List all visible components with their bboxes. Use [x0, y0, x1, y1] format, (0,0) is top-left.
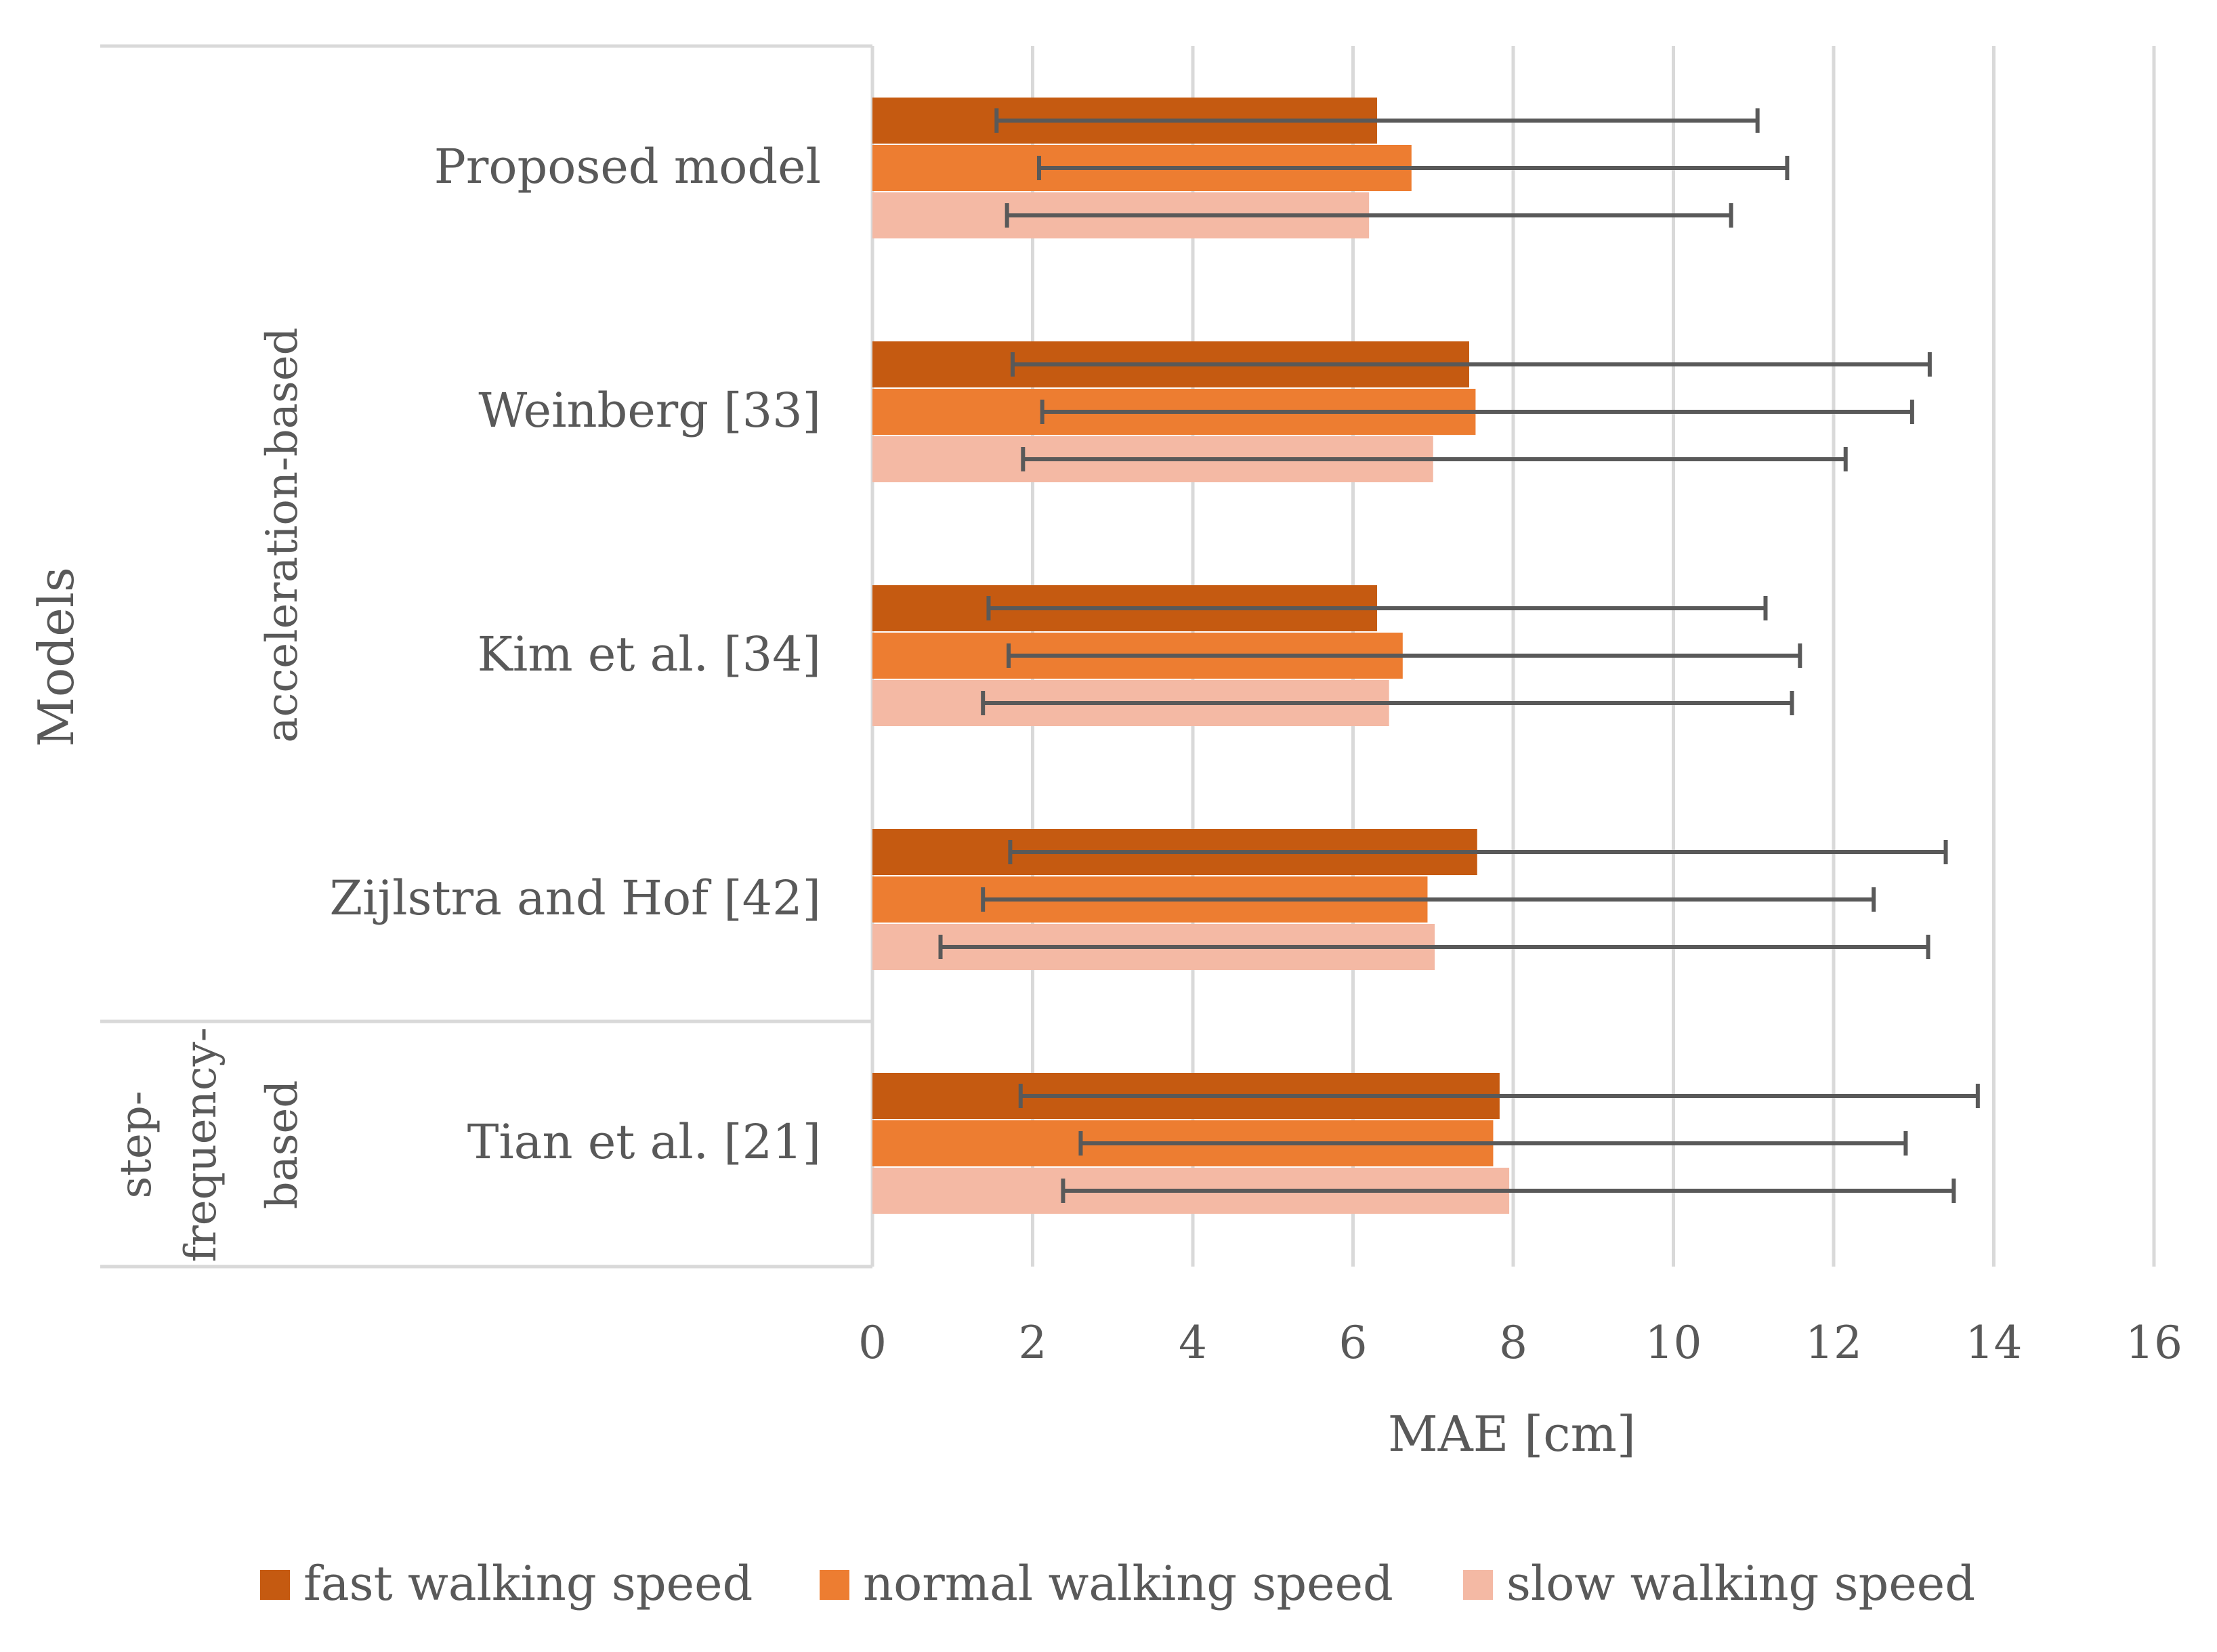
legend: fast walking speed normal walking speed sl…: [260, 1556, 1975, 1611]
legend-label: slow walking speed: [1506, 1556, 1975, 1611]
group-label-step-frequency-line: based: [257, 1080, 308, 1210]
group-label-acceleration-based: acceleration-based: [257, 327, 308, 742]
error-bar: [938, 935, 1930, 959]
error-bar: [1036, 156, 1790, 180]
error-bar: [1021, 447, 1848, 471]
group-label-step-frequency-line: step-: [111, 1090, 161, 1198]
error-bar: [981, 887, 1876, 912]
x-tick-label: 16: [2126, 1317, 2182, 1369]
legend-swatch: [1463, 1570, 1493, 1600]
x-tick-label: 6: [1339, 1317, 1368, 1369]
legend-swatch: [260, 1570, 290, 1600]
x-axis-title: MAE [cm]: [1388, 1405, 1636, 1462]
legend-item: fast walking speed: [260, 1556, 753, 1611]
category-labels: Proposed model Weinberg [33] Kim et al. [3…: [329, 139, 821, 1170]
legend-label: fast walking speed: [303, 1556, 753, 1611]
x-tick-label: 14: [1966, 1317, 2023, 1369]
category-label: Kim et al. [34]: [478, 627, 821, 682]
x-tick-label: 4: [1179, 1317, 1207, 1369]
error-bar: [1005, 203, 1733, 228]
error-bar: [1018, 1084, 1980, 1108]
legend-swatch: [820, 1570, 849, 1600]
error-bar: [1078, 1131, 1908, 1156]
error-bar: [1007, 643, 1802, 668]
y-axis-title: Models: [28, 567, 85, 747]
error-bar: [994, 108, 1760, 133]
x-tick-label: 0: [858, 1317, 887, 1369]
legend-item: slow walking speed: [1463, 1556, 1975, 1611]
x-axis-tick-labels: 0 2 4 6 8 10 12 14 16: [858, 1317, 2182, 1369]
legend-label: normal walking speed: [863, 1556, 1393, 1611]
category-label: Zijlstra and Hof [42]: [329, 870, 821, 926]
x-tick-label: 10: [1645, 1317, 1702, 1369]
category-label: Weinberg [33]: [478, 383, 821, 438]
x-tick-label: 12: [1805, 1317, 1862, 1369]
error-bar: [1010, 352, 1932, 377]
group-labels: acceleration-based step-frequency-based: [111, 327, 308, 1262]
error-bar: [1008, 840, 1948, 864]
error-bar: [981, 691, 1794, 715]
error-bar: [1040, 400, 1914, 424]
error-bar: [986, 596, 1768, 620]
x-tick-label: 8: [1499, 1317, 1527, 1369]
category-label: Proposed model: [434, 139, 821, 194]
category-label: Tian et al. [21]: [467, 1114, 821, 1170]
error-bars: [938, 108, 1980, 1203]
x-tick-label: 2: [1019, 1317, 1047, 1369]
group-label-step-frequency-line: frequency-: [176, 1027, 226, 1262]
legend-item: normal walking speed: [820, 1556, 1393, 1611]
error-bar: [1061, 1179, 1956, 1203]
